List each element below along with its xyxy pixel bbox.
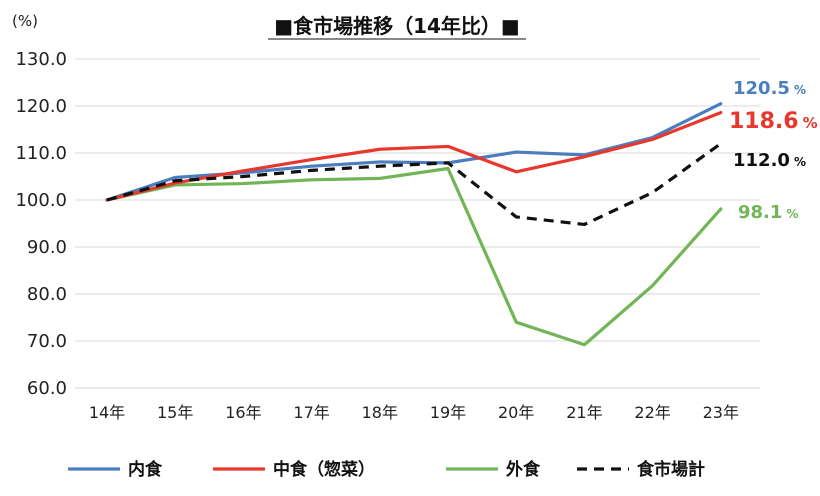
end-label-value: 118.6	[729, 109, 799, 134]
x-tick-label: 23年	[703, 403, 739, 422]
end-label-value: 112.0	[733, 150, 790, 171]
end-labels: 120.5 %118.6 %98.1 %112.0%	[729, 78, 818, 223]
end-label-1: 118.6%	[729, 109, 818, 134]
x-axis-ticks: 14年 15年 16年 17年 18年 19年 20年 21年 22年 23年	[89, 403, 739, 422]
legend-label-1: 中食（惣菜）	[273, 459, 375, 480]
y-tick-label: 120.0	[15, 96, 67, 117]
x-tick-label: 21年	[566, 403, 602, 422]
y-tick-label: 130.0	[15, 49, 67, 70]
series-line-1	[105, 110, 723, 202]
grid-lines	[75, 58, 760, 389]
x-tick-label: 17年	[293, 403, 329, 422]
x-tick-label: 19年	[430, 403, 466, 422]
y-tick-label: 90.0	[27, 237, 67, 258]
series-line-0	[105, 102, 723, 202]
y-tick-label: 60.0	[27, 378, 67, 399]
y-unit-label: (%)	[12, 12, 38, 30]
y-tick-label: 70.0	[27, 331, 67, 352]
series-line-3	[106, 142, 722, 227]
legend-label-3: 食市場計	[637, 459, 705, 480]
x-tick-label: 20年	[498, 403, 534, 422]
x-tick-label: 15年	[157, 403, 193, 422]
legend: 内食 中食（惣菜） 外食 食市場計	[68, 459, 705, 480]
series-line-2	[105, 166, 723, 347]
end-label-value: 98.1	[738, 202, 782, 223]
x-tick-label: 22年	[634, 403, 670, 422]
end-label-2: 98.1%	[738, 202, 798, 223]
end-label-unit: %	[794, 155, 806, 169]
x-tick-label: 14年	[89, 403, 125, 422]
chart-title: ■食市場推移（14年比）■	[274, 14, 520, 38]
end-label-0: 120.5%	[733, 78, 806, 99]
legend-label-0: 内食	[128, 459, 163, 480]
legend-label-2: 外食	[506, 459, 541, 480]
y-tick-label: 80.0	[27, 284, 67, 305]
series-lines	[105, 102, 723, 347]
x-tick-label: 18年	[362, 403, 398, 422]
end-label-value: 120.5	[733, 78, 790, 99]
y-tick-label: 110.0	[15, 143, 67, 164]
y-tick-label: 100.0	[15, 190, 67, 211]
end-label-unit: %	[803, 114, 818, 132]
end-label-unit: %	[786, 207, 798, 221]
x-tick-label: 16年	[225, 403, 261, 422]
end-label-3: 112.0%	[733, 150, 806, 171]
end-label-unit: %	[794, 83, 806, 97]
y-axis-ticks: 60.0 70.0 80.0 90.0 100.0 110.0 120.0 130.0	[15, 49, 67, 399]
